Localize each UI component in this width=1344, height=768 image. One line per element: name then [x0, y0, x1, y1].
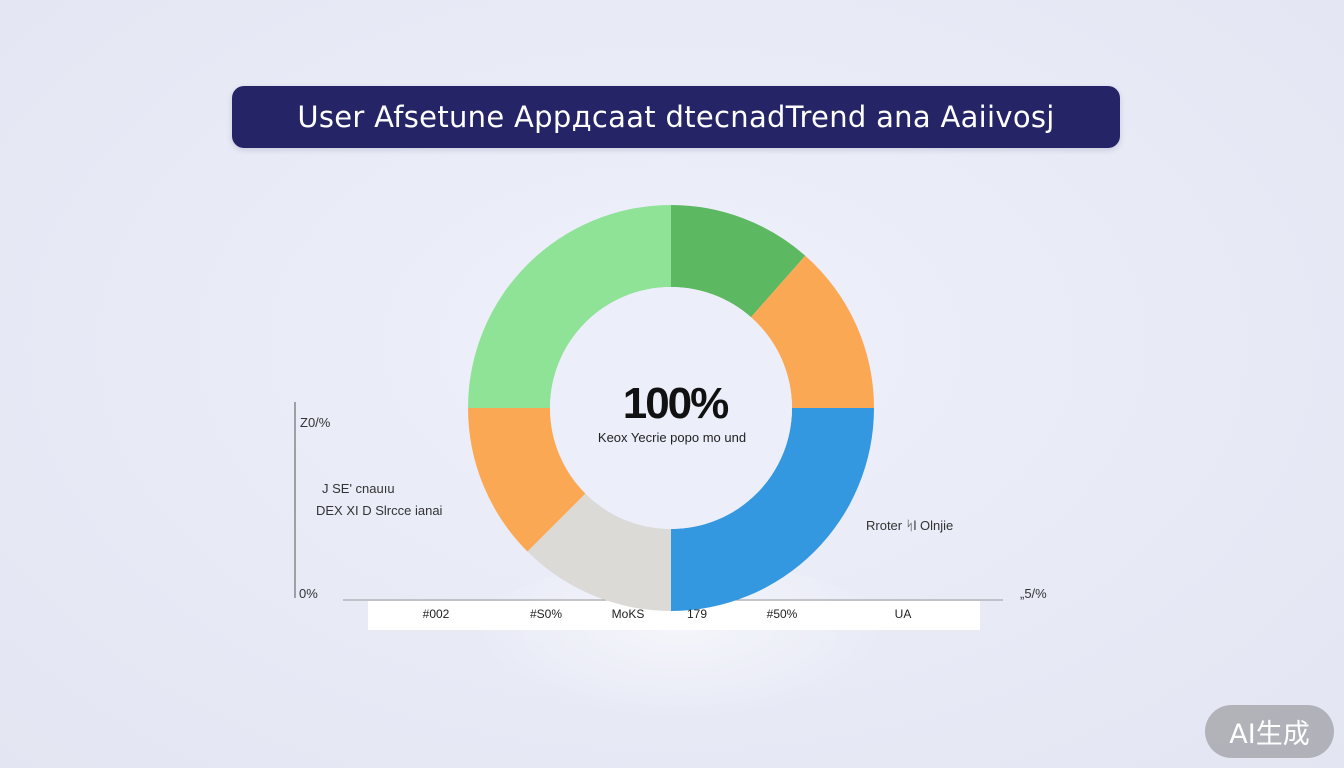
left-annotation-1: J SE' cnauıu	[322, 481, 395, 496]
donut-slice-5	[468, 408, 586, 552]
center-label: Keox Yecrie popo mo und	[598, 430, 746, 445]
x-tick-label: #002	[423, 607, 450, 621]
ai-generated-badge: AI生成	[1205, 705, 1334, 758]
x-tick-label: #S0%	[530, 607, 562, 621]
title-banner: User Afsetune Appдcaat dtecnadTrend ana …	[232, 86, 1120, 148]
y-tick-label-top: Z0/%	[300, 415, 331, 430]
donut-slice-6	[468, 205, 671, 408]
donut-slices	[468, 205, 874, 611]
ai-badge-label: AI生成	[1229, 719, 1310, 750]
x-tick-label: 179	[687, 607, 707, 621]
donut-slice-3	[671, 408, 874, 611]
right-annotation: Rroter ᛋl Olnjie	[866, 518, 953, 533]
donut-hole	[550, 287, 792, 529]
x-tick-label: #50%	[767, 607, 798, 621]
donut-slice-2	[751, 255, 874, 408]
y-tick-label-bottom: 0%	[299, 586, 318, 601]
x-tick-label: MoKS	[612, 607, 645, 621]
left-annotation-2: DEX XI D Slrcce ianai	[316, 503, 443, 518]
right-tick-label: „5/%	[1020, 586, 1047, 601]
donut-slice-1	[671, 205, 806, 318]
donut-slice-4	[527, 493, 671, 611]
x-tick-label: UA	[895, 607, 912, 621]
chart-title: User Afsetune Appдcaat dtecnadTrend ana …	[297, 100, 1055, 134]
center-value: 100%	[623, 379, 728, 428]
